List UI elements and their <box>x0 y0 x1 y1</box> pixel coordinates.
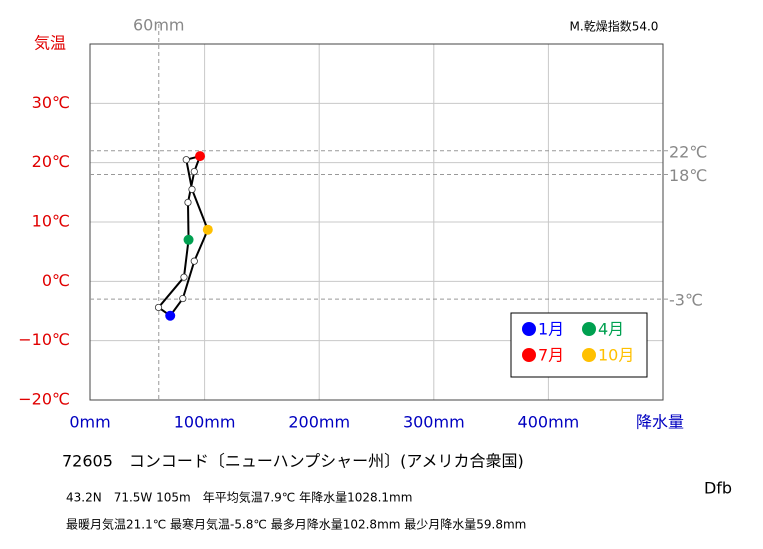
month-point <box>188 185 196 193</box>
x-tick-label: 100mm <box>174 413 236 432</box>
reference-label: 18℃ <box>669 166 707 185</box>
x-tick-label: 300mm <box>403 413 465 432</box>
month-point <box>190 167 198 176</box>
climate-line <box>157 154 209 318</box>
y-axis-label: 気温 <box>34 34 66 53</box>
climate-code: Dfb <box>704 479 732 498</box>
month-point <box>202 224 213 235</box>
legend-marker <box>582 322 596 336</box>
legend-marker <box>522 348 536 362</box>
x-tick-label: 200mm <box>288 413 350 432</box>
y-tick-label: 10℃ <box>32 212 70 231</box>
month-point <box>182 156 190 164</box>
index-label: M.乾燥指数54.0 <box>570 19 659 34</box>
info: 最暖月気温21.1℃ 最寒月気温-5.8℃ 最多月降水量102.8mm 最少月降… <box>66 517 526 532</box>
y-tick-label: −10℃ <box>18 330 70 349</box>
info: 43.2N 71.5W 105m 年平均気温7.9℃ 年降水量1028.1mm <box>66 490 412 505</box>
y-tick-label: −20℃ <box>18 390 70 409</box>
y-tick-label: 30℃ <box>32 93 70 112</box>
month-point <box>184 198 192 207</box>
reference-label: -3℃ <box>669 291 703 310</box>
month-point <box>154 303 163 312</box>
x-axis-label: 降水量 <box>636 413 684 432</box>
x-tick-label: 0mm <box>69 413 110 432</box>
month-point <box>190 257 198 265</box>
month-point <box>183 234 194 245</box>
month-point <box>165 310 176 321</box>
plot-frame <box>89 43 664 401</box>
x-tick-label: 400mm <box>518 413 580 432</box>
y-tick-label: 0℃ <box>42 271 70 290</box>
legend-box <box>510 312 648 378</box>
month-point <box>179 294 187 303</box>
y-tick-label: 20℃ <box>32 152 70 171</box>
legend-label: 4月 <box>598 320 624 339</box>
legend-marker <box>522 322 536 336</box>
month-point <box>195 151 206 162</box>
station: 72605 コンコード〔ニューハンプシャー州〕(アメリカ合衆国) <box>62 452 524 471</box>
legend-label: 7月 <box>538 346 564 365</box>
legend-label: 10月 <box>598 346 634 365</box>
month-point <box>180 273 188 281</box>
legend-marker <box>582 348 596 362</box>
reference-label: 60mm <box>133 16 185 35</box>
legend-label: 1月 <box>538 320 564 339</box>
reference-label: 22℃ <box>669 142 707 161</box>
